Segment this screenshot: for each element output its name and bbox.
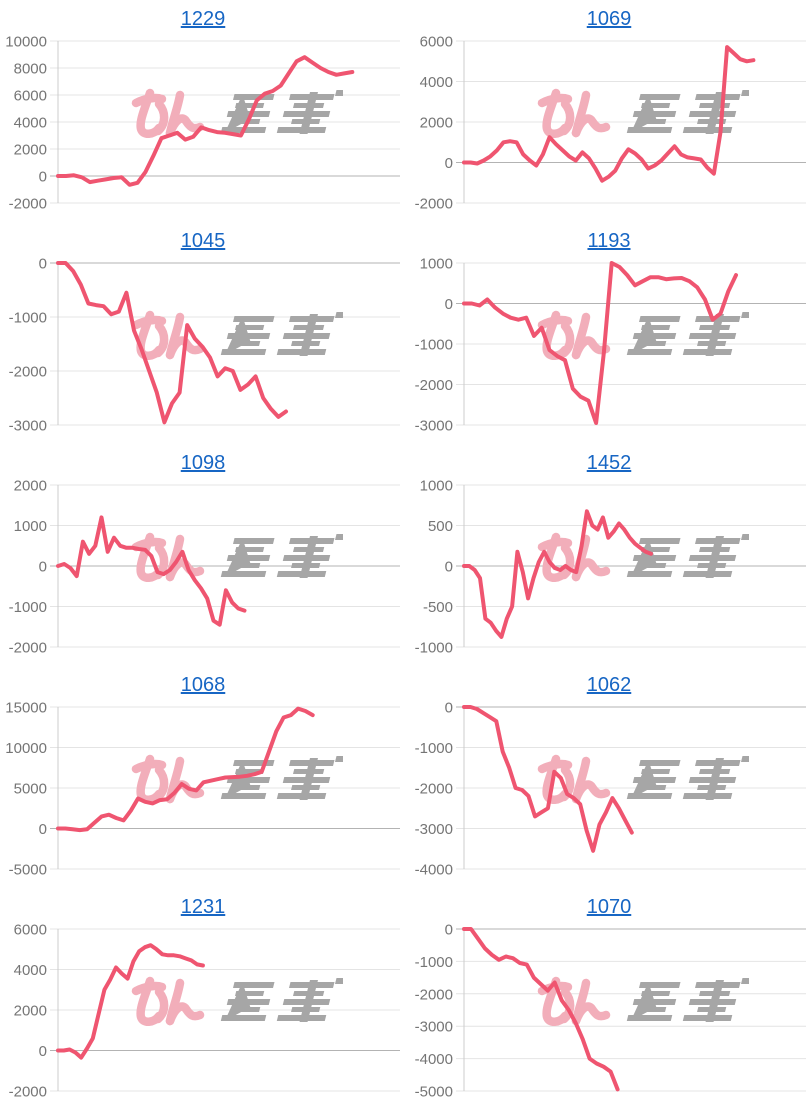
chart-title-link[interactable]: 1070: [586, 896, 632, 918]
y-axis-tick-label: -2000: [415, 986, 453, 1003]
y-axis-tick-label: -5000: [415, 1084, 453, 1101]
y-axis-tick-label: 0: [39, 169, 47, 186]
y-axis-tick-label: 4000: [14, 115, 47, 132]
minrepo-watermark-logo: [136, 90, 346, 134]
minrepo-watermark-logo: [542, 756, 752, 800]
y-axis-tick-label: 1000: [420, 478, 453, 495]
y-axis-tick-label: 0: [39, 821, 47, 838]
chart-cell: 1062 0 -1000 -2000 -3000 -4000: [406, 666, 812, 888]
line-chart: 10000 8000 6000 4000 2000 0 -2000: [5, 34, 400, 213]
y-axis-tick-label: -3000: [9, 418, 47, 435]
chart-cell: 1068 15000 10000 5000 0 -5000: [0, 666, 406, 888]
chart-title-link[interactable]: 1231: [180, 896, 226, 918]
line-chart: 0 -1000 -2000 -3000 -4000 -5000: [415, 922, 806, 1101]
data-line-series: [56, 515, 247, 627]
data-line-series: [462, 45, 756, 183]
y-axis-tick-label: -3000: [415, 418, 453, 435]
y-axis-tick-label: -3000: [415, 821, 453, 838]
chart-title-link[interactable]: 1062: [586, 674, 632, 696]
y-axis-tick-label: 0: [39, 1043, 47, 1060]
y-axis-tick-label: -2000: [415, 781, 453, 798]
data-line-series: [56, 55, 355, 187]
minrepo-watermark-logo: [542, 312, 752, 356]
y-axis-tick-label: 0: [39, 256, 47, 273]
y-axis-tick-label: 6000: [14, 88, 47, 105]
chart-cell: 1452 1000 500 0 -500 -1000: [406, 444, 812, 666]
y-axis-tick-label: 4000: [420, 74, 453, 91]
minrepo-watermark-logo: [136, 978, 346, 1022]
y-axis-tick-label: 2000: [14, 478, 47, 495]
data-line-series: [462, 705, 634, 853]
y-axis-tick-label: -2000: [9, 196, 47, 213]
y-axis-tick-label: -2000: [9, 640, 47, 657]
data-line-series: [56, 706, 315, 833]
y-axis-tick-label: 500: [428, 518, 453, 535]
minrepo-watermark-logo: [136, 312, 346, 356]
chart-cell: 1069 6000 4000 2000 0 -2000: [406, 0, 812, 222]
y-axis-tick-label: 0: [445, 296, 453, 313]
line-chart: 6000 4000 2000 0 -2000: [9, 922, 400, 1101]
chart-title-link[interactable]: 1098: [180, 452, 226, 474]
y-axis-tick-label: 4000: [14, 962, 47, 979]
y-axis-tick-label: 5000: [14, 781, 47, 798]
y-axis-tick-label: 8000: [14, 61, 47, 78]
line-chart: 1000 0 -1000 -2000 -3000: [415, 256, 806, 435]
y-axis-tick-label: 2000: [14, 1003, 47, 1020]
data-line-series: [56, 943, 205, 1060]
y-axis-tick-label: -1000: [415, 640, 453, 657]
y-axis-tick-label: -3000: [415, 1019, 453, 1036]
chart-cell: 1229 10000 8000 6000 4000 2000 0 -2000: [0, 0, 406, 222]
chart-title-link[interactable]: 1193: [587, 230, 631, 252]
line-chart: 1000 500 0 -500 -1000: [415, 478, 806, 657]
data-line-series: [462, 509, 653, 639]
y-axis-tick-label: -2000: [9, 1084, 47, 1101]
y-axis-tick-label: -1000: [415, 337, 453, 354]
y-axis-tick-label: 0: [445, 700, 453, 717]
chart-title-link[interactable]: 1068: [180, 674, 226, 696]
y-axis-tick-label: -500: [423, 599, 453, 616]
y-axis-tick-label: -1000: [9, 310, 47, 327]
chart-title-link[interactable]: 1229: [180, 8, 226, 30]
y-axis-tick-label: -2000: [9, 364, 47, 381]
chart-cell: 1098 2000 1000 0 -1000 -2000: [0, 444, 406, 666]
y-axis-tick-label: 0: [445, 559, 453, 576]
y-axis-tick-label: 1000: [14, 518, 47, 535]
line-chart: 15000 10000 5000 0 -5000: [5, 700, 400, 879]
y-axis-tick-label: -1000: [9, 599, 47, 616]
y-axis-tick-label: 0: [39, 559, 47, 576]
data-line-series: [56, 261, 288, 425]
chart-title-link[interactable]: 1069: [586, 8, 632, 30]
chart-cell: 1231 6000 4000 2000 0 -2000: [0, 888, 406, 1110]
line-chart: 0 -1000 -2000 -3000: [9, 256, 400, 435]
chart-cell: 1193 1000 0 -1000 -2000 -3000: [406, 222, 812, 444]
y-axis-tick-label: 6000: [420, 34, 453, 51]
y-axis-tick-label: -4000: [415, 862, 453, 879]
chart-title-link[interactable]: 1045: [180, 230, 226, 252]
line-chart: 6000 4000 2000 0 -2000: [415, 34, 806, 213]
y-axis-tick-label: 1000: [420, 256, 453, 273]
y-axis-tick-label: 2000: [420, 115, 453, 132]
chart-cell: 1070 0 -1000 -2000 -3000 -4000 -5000: [406, 888, 812, 1110]
y-axis-tick-label: 0: [445, 155, 453, 172]
y-axis-tick-label: 2000: [14, 142, 47, 159]
y-axis-tick-label: 15000: [5, 700, 47, 717]
y-axis-tick-label: -2000: [415, 377, 453, 394]
data-line-series: [462, 261, 738, 425]
chart-title-link[interactable]: 1452: [586, 452, 632, 474]
y-axis-tick-label: -1000: [415, 740, 453, 757]
y-axis-tick-label: -5000: [9, 862, 47, 879]
chart-cell: 1045 0 -1000 -2000 -3000: [0, 222, 406, 444]
line-chart: 0 -1000 -2000 -3000 -4000: [415, 700, 806, 879]
y-axis-tick-label: 0: [445, 922, 453, 939]
y-axis-tick-label: 10000: [5, 740, 47, 757]
line-chart: 2000 1000 0 -1000 -2000: [9, 478, 400, 657]
y-axis-tick-label: 10000: [5, 34, 47, 51]
y-axis-tick-label: -1000: [415, 954, 453, 971]
y-axis-tick-label: -2000: [415, 196, 453, 213]
y-axis-tick-label: -4000: [415, 1051, 453, 1068]
data-line-series: [462, 927, 620, 1092]
y-axis-tick-label: 6000: [14, 922, 47, 939]
